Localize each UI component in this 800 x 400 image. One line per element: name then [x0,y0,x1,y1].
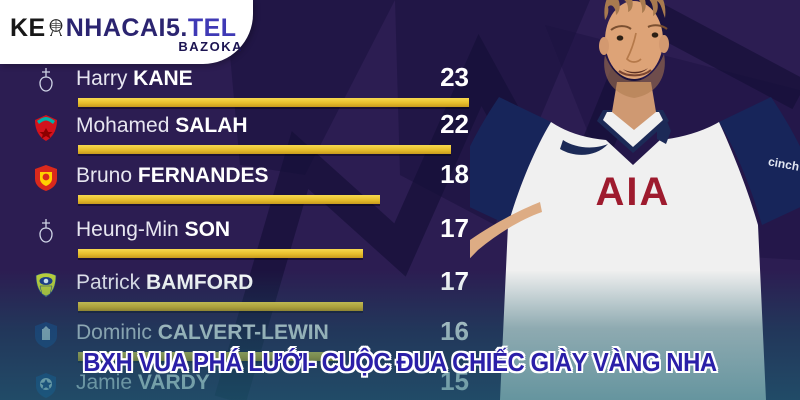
svg-text:AIA: AIA [596,170,671,214]
